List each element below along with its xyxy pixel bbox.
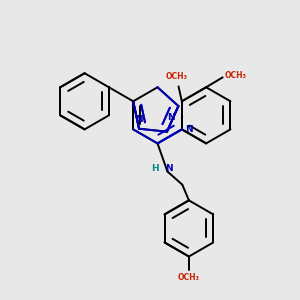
Text: OCH₃: OCH₃ — [166, 73, 188, 82]
Text: H: H — [152, 164, 159, 173]
Text: N: N — [135, 115, 143, 124]
Text: N: N — [185, 125, 193, 134]
Text: N: N — [165, 164, 172, 173]
Text: OCH₃: OCH₃ — [178, 273, 200, 282]
Text: N: N — [167, 112, 175, 122]
Text: OCH₃: OCH₃ — [224, 71, 246, 80]
